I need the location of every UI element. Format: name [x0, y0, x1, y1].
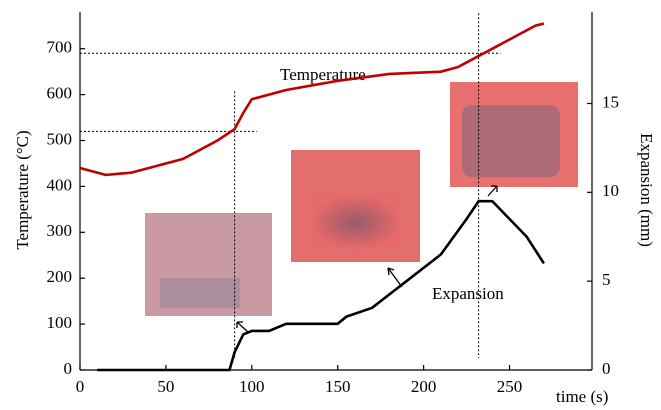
- y-tick-label: 500: [47, 129, 73, 148]
- y-tick-label: 400: [47, 175, 73, 194]
- y-tick-label: 300: [47, 221, 73, 240]
- series-line: [79, 22, 545, 177]
- x-tick-label: 0: [76, 377, 85, 396]
- y2-axis-label: Expansion (mm): [637, 133, 656, 247]
- y2-tick-label: 10: [602, 181, 619, 200]
- y-tick-label: 0: [64, 359, 73, 378]
- x-tick-label: 50: [157, 377, 174, 396]
- y-tick-label: 600: [47, 84, 73, 103]
- photo-1: [145, 213, 272, 316]
- y-tick-label: 100: [47, 313, 73, 332]
- photo-3: [450, 82, 578, 187]
- x-tick-label: 150: [325, 377, 351, 396]
- x-axis-label: time (s): [556, 387, 608, 406]
- annotation-expansion: Expansion: [432, 284, 504, 303]
- y-axis-label: Temperature (°C): [13, 130, 32, 249]
- y-tick-label: 200: [47, 267, 73, 286]
- series-line: [97, 199, 545, 372]
- y-tick-label: 700: [47, 38, 73, 57]
- y2-tick-label: 0: [602, 359, 611, 378]
- y2-tick-label: 5: [602, 270, 611, 289]
- x-tick-label: 200: [411, 377, 437, 396]
- y2-tick-label: 15: [602, 92, 619, 111]
- photo-2: [291, 150, 420, 262]
- x-tick-label: 250: [497, 377, 523, 396]
- x-tick-label: 100: [239, 377, 265, 396]
- arrows: [236, 185, 498, 333]
- annotation-temperature: Temperature: [280, 65, 366, 84]
